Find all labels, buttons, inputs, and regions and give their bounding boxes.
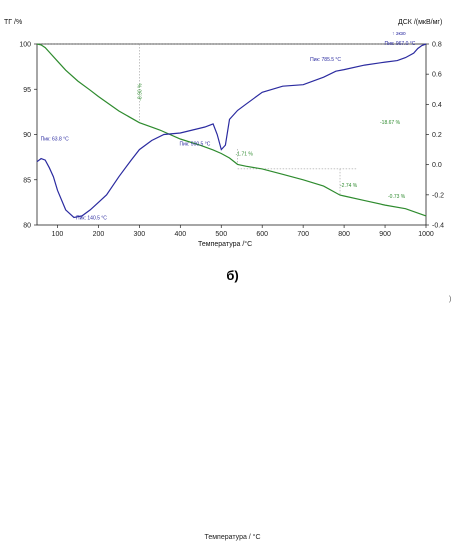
exo-legend: ↑ экзо bbox=[392, 31, 406, 37]
right-tick-label: -0.4 bbox=[432, 223, 444, 230]
right-axis-ticks: 0.8 0.6 0.4 0.2 0.0 -0.2 -0.4 bbox=[426, 42, 444, 230]
right-tick-label: 0.4 bbox=[432, 102, 442, 109]
left-tick-label: 95 bbox=[23, 87, 31, 94]
x-tick-label: 500 bbox=[215, 231, 227, 238]
x-axis-label: Температура /°С bbox=[198, 240, 252, 248]
figure-caption: б) bbox=[226, 268, 239, 283]
left-axis-label: ТГ /% bbox=[4, 19, 22, 26]
x-tick-label: 200 bbox=[93, 231, 105, 238]
annotation-label: -1.71 % bbox=[236, 151, 254, 157]
right-tick-label: 0.0 bbox=[432, 162, 442, 169]
annotation-label: -18.67 % bbox=[380, 120, 401, 126]
x-tick-label: 700 bbox=[297, 231, 309, 238]
annotation-label: Пик: 63.8 °С bbox=[41, 137, 69, 143]
x-tick-label: 100 bbox=[52, 231, 64, 238]
tg-dsc-chart: 100 200 300 400 500 600 700 800 900 1000 100 95 90 8… bbox=[4, 19, 444, 248]
left-tick-label: 85 bbox=[23, 177, 31, 184]
plot-frame bbox=[36, 43, 427, 226]
annotation-label: Пик: 140.5 °С bbox=[76, 215, 107, 221]
tg-curve bbox=[36, 43, 427, 217]
annotation-label: -2.74 % bbox=[340, 183, 358, 189]
right-axis-label: ДСК /(мкВ/мг) bbox=[398, 19, 442, 26]
edge-mark: ) bbox=[449, 296, 452, 303]
annotations: Пик: 63.8 °С Пик: 140.5 °С Пик: 500.5 °С Пи… bbox=[41, 41, 416, 221]
left-tick-label: 90 bbox=[23, 132, 31, 139]
x-tick-label: 800 bbox=[338, 231, 350, 238]
x-tick-label: 1000 bbox=[418, 231, 434, 238]
x-tick-label: 600 bbox=[256, 231, 268, 238]
lower-axis-label: Температура / °С bbox=[204, 534, 261, 541]
annotation-label: Пик: 500.5 °С bbox=[179, 142, 210, 148]
annotation-label: Пик: 967.0 °С bbox=[384, 41, 415, 47]
annotation-label: -0.73 % bbox=[388, 194, 406, 200]
x-tick-label: 400 bbox=[174, 231, 186, 238]
series-lines bbox=[36, 43, 427, 219]
x-axis-ticks: 100 200 300 400 500 600 700 800 900 1000 bbox=[52, 225, 434, 238]
left-axis-ticks: 100 95 90 85 80 bbox=[19, 42, 37, 230]
annotation-label: Пик: 785.5 °С bbox=[310, 57, 341, 63]
right-tick-label: 0.8 bbox=[432, 42, 442, 49]
dsc-curve bbox=[36, 43, 427, 219]
right-tick-label: 0.6 bbox=[432, 72, 442, 79]
step-guides bbox=[37, 43, 414, 196]
x-tick-label: 300 bbox=[134, 231, 146, 238]
x-tick-label: 900 bbox=[379, 231, 391, 238]
annotation-label: -8.90 % bbox=[137, 83, 143, 101]
left-tick-label: 100 bbox=[19, 42, 31, 49]
right-tick-label: 0.2 bbox=[432, 132, 442, 139]
right-tick-label: -0.2 bbox=[432, 192, 444, 199]
left-tick-label: 80 bbox=[23, 223, 31, 230]
